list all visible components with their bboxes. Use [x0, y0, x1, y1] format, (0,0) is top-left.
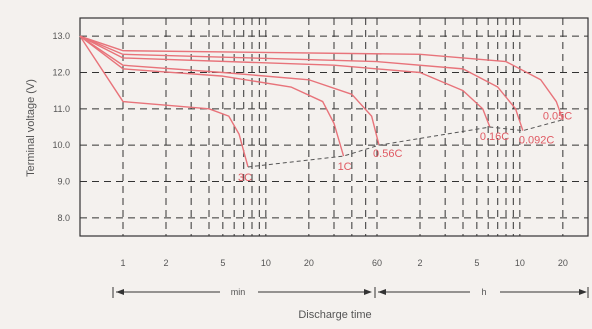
x-tick-label: 10 [515, 258, 525, 268]
series-line [79, 35, 380, 146]
x-tick-label: 2 [417, 258, 422, 268]
y-axis-ticks: 13.0 12.0 11.0 10.0 9.0 8.0 [52, 31, 70, 223]
y-axis-title: Terminal voltage (V) [25, 79, 37, 177]
series-labels: 3C 1C 0.56C 0.16C 0.092C 0.05C [238, 111, 572, 184]
h-range-indicator: h [378, 287, 589, 298]
x-tick-label: 60 [372, 258, 382, 268]
endpoint-dashed-line [247, 119, 563, 168]
series-lines [79, 35, 564, 168]
min-range-indicator: min [112, 287, 376, 298]
series-label: 0.05C [543, 111, 572, 123]
x-axis-ticks: 1 2 5 10 20 60 2 5 10 20 [120, 258, 567, 268]
y-tick-label: 13.0 [52, 31, 70, 41]
series-line [79, 35, 249, 168]
series-line [79, 35, 345, 157]
y-tick-label: 10.0 [52, 140, 70, 150]
series-label: 0.092C [519, 135, 555, 147]
x-tick-label: 5 [220, 258, 225, 268]
series-label: 0.16C [480, 131, 509, 143]
y-tick-label: 8.0 [57, 213, 70, 223]
x-tick-label: 2 [163, 258, 168, 268]
series-label: 1C [338, 161, 352, 173]
series-line [79, 35, 564, 120]
x-tick-label: 1 [120, 258, 125, 268]
h-range-label: h [481, 287, 486, 297]
x-tick-label: 20 [304, 258, 314, 268]
y-tick-label: 9.0 [57, 177, 70, 187]
x-tick-label: 5 [474, 258, 479, 268]
series-line [79, 35, 524, 131]
series-label: 3C [238, 172, 252, 184]
x-axis-title: Discharge time [298, 309, 371, 321]
min-range-label: min [231, 287, 246, 297]
grid [79, 17, 589, 237]
y-tick-label: 11.0 [53, 104, 70, 114]
y-tick-label: 12.0 [52, 68, 70, 78]
endpoint-connector [247, 119, 563, 168]
series-line [79, 35, 491, 128]
series-label: 0.56C [373, 148, 402, 160]
x-tick-label: 20 [558, 258, 568, 268]
x-tick-label: 10 [261, 258, 271, 268]
